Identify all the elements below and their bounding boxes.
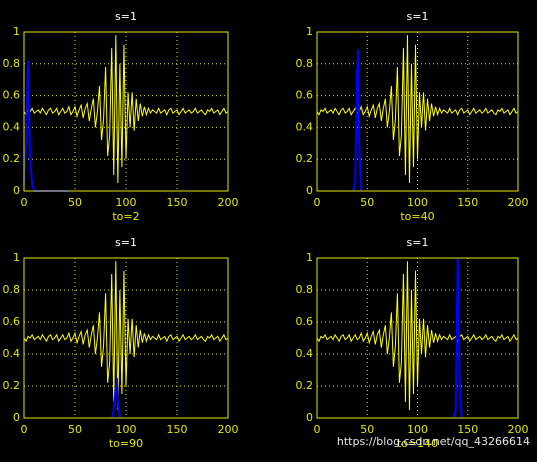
y-tick-label: 0.8 [3, 57, 21, 70]
x-tick-label: 0 [314, 196, 321, 209]
x-tick-label: 100 [116, 196, 137, 209]
y-tick-label: 0.8 [296, 57, 314, 70]
y-tick-label: 0.6 [3, 89, 21, 102]
y-tick-label: 0 [306, 184, 313, 197]
y-tick-label: 0.6 [3, 315, 21, 328]
chart-title: s=1 [407, 10, 429, 23]
y-tick-label: 0.6 [296, 89, 314, 102]
x-tick-label: 100 [116, 423, 137, 436]
x-tick-label: 150 [167, 423, 188, 436]
signal-line [352, 49, 363, 192]
y-tick-label: 0.4 [3, 120, 21, 133]
y-tick-label: 0.6 [296, 315, 314, 328]
y-tick-label: 0 [13, 411, 20, 424]
y-tick-label: 0.4 [3, 347, 21, 360]
x-axis-label: to=90 [109, 437, 143, 450]
signal-line [23, 261, 229, 411]
x-tick-label: 200 [218, 196, 239, 209]
y-tick-label: 0.2 [3, 379, 21, 392]
x-tick-label: 0 [21, 196, 28, 209]
y-tick-label: 1 [306, 25, 313, 38]
y-tick-label: 1 [306, 251, 313, 264]
x-axis-label: to=40 [400, 210, 434, 223]
axes-box [23, 257, 229, 419]
chart-title: s=1 [407, 236, 429, 249]
y-tick-label: 0.2 [296, 379, 314, 392]
y-tick-label: 0.4 [296, 120, 314, 133]
x-tick-label: 0 [314, 423, 321, 436]
x-tick-label: 150 [457, 196, 478, 209]
signal-line [23, 35, 229, 184]
x-tick-label: 200 [508, 423, 529, 436]
y-tick-label: 0.8 [296, 283, 314, 296]
y-tick-label: 1 [13, 251, 20, 264]
y-tick-label: 0.4 [296, 347, 314, 360]
x-tick-label: 150 [167, 196, 188, 209]
x-tick-label: 50 [360, 196, 374, 209]
x-tick-label: 100 [407, 196, 428, 209]
axes-box [23, 31, 229, 192]
x-tick-label: 0 [21, 423, 28, 436]
x-tick-label: 50 [68, 196, 82, 209]
y-tick-label: 0 [306, 411, 313, 424]
signal-line [316, 35, 519, 184]
signal-line [110, 377, 121, 419]
axes-box [316, 31, 519, 192]
y-tick-label: 1 [13, 25, 20, 38]
chart-title: s=1 [115, 10, 137, 23]
axes-box [316, 257, 519, 419]
signal-line [316, 261, 519, 411]
x-axis-label: to=2 [112, 210, 139, 223]
x-tick-label: 100 [407, 423, 428, 436]
watermark: https://blog.csdn.net/qq_43266614 [337, 435, 530, 448]
chart-title: s=1 [115, 236, 137, 249]
y-tick-label: 0 [13, 184, 20, 197]
x-tick-label: 200 [508, 196, 529, 209]
y-tick-label: 0.2 [3, 152, 21, 165]
x-tick-label: 50 [68, 423, 82, 436]
x-tick-label: 150 [457, 423, 478, 436]
x-tick-label: 200 [218, 423, 239, 436]
x-tick-label: 50 [360, 423, 374, 436]
x-axis-label: to=140 [397, 437, 438, 450]
y-tick-label: 0.2 [296, 152, 314, 165]
y-tick-label: 0.8 [3, 283, 21, 296]
